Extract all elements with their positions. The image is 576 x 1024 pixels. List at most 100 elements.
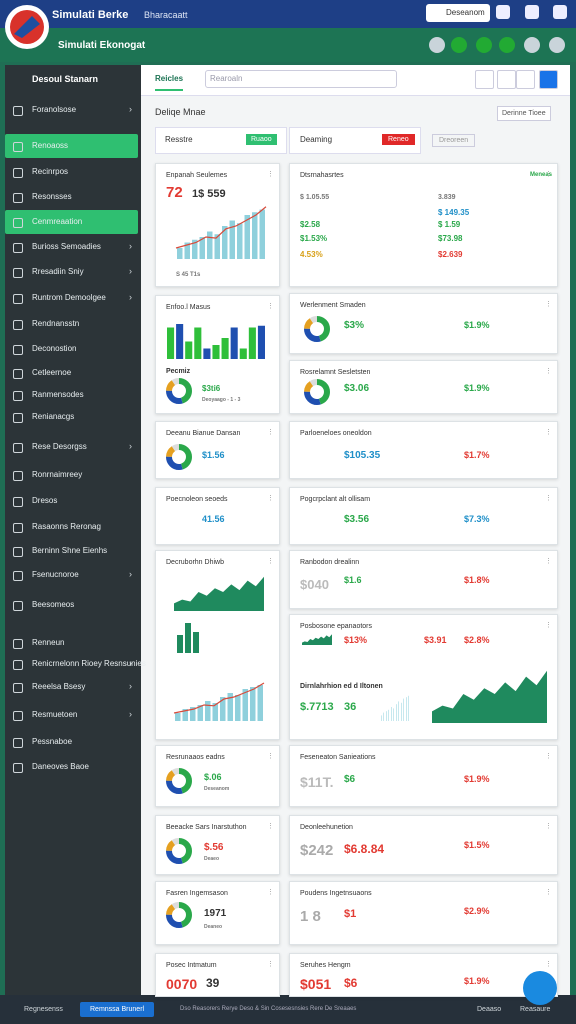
tab[interactable]: Reicles [155, 74, 184, 91]
card-menu[interactable]: ⋮ [545, 558, 552, 565]
sidebar-item[interactable]: Reeelsa Bsesy [32, 682, 86, 691]
icon-button[interactable] [553, 5, 567, 19]
sidebar-item[interactable]: Rendnansstn [32, 319, 80, 328]
filter-button[interactable]: Ruaoo [246, 134, 277, 145]
search-text: Deseanom [446, 8, 485, 17]
card-value: $2.9% [464, 906, 490, 916]
card-value: $3.06 [344, 383, 370, 394]
icon-button[interactable] [549, 37, 565, 53]
icon-button[interactable] [496, 5, 510, 19]
toolbar-button[interactable] [516, 70, 535, 89]
icon-button[interactable] [499, 37, 515, 53]
card-menu[interactable]: ⋮ [267, 558, 274, 565]
filter-button[interactable]: Reneo [382, 134, 415, 145]
sidebar-item[interactable]: Renneun [32, 638, 65, 647]
icon-button[interactable] [525, 5, 539, 19]
card-menu[interactable]: ⋮ [545, 429, 552, 436]
sidebar-item[interactable]: Recinrpos [32, 167, 69, 176]
sidebar-item[interactable]: Beesomeos [32, 600, 75, 609]
card-value: $105.35 [344, 450, 381, 461]
sidebar-item[interactable]: Fsenucnoroe [32, 570, 79, 579]
sidebar-item[interactable]: Cenmreaation [32, 217, 83, 226]
sidebar-icon [13, 413, 23, 423]
card-menu[interactable]: ⋮ [545, 495, 552, 502]
toolbar-button[interactable] [539, 70, 558, 89]
chart-part [304, 379, 330, 405]
card-menu[interactable]: ⋮ [545, 301, 552, 308]
card-title: Dtsrnahasrtes [300, 172, 344, 179]
sidebar-item[interactable]: Deconostion [32, 344, 77, 353]
card-menu[interactable]: ⋮ [545, 753, 552, 760]
chart-part [194, 327, 202, 359]
card-value: 36 [344, 701, 357, 713]
sidebar-item[interactable]: Ranmensodes [32, 390, 84, 399]
footer-link[interactable]: Reasaure [520, 1006, 551, 1013]
chart-part [193, 632, 199, 653]
card-menu[interactable]: ⋮ [545, 171, 552, 178]
card-value: $1.9% [464, 320, 490, 330]
icon-button[interactable] [451, 37, 467, 53]
card-value: $1.5% [464, 840, 490, 850]
toolbar-button[interactable] [475, 70, 494, 89]
card-menu[interactable]: ⋮ [545, 961, 552, 968]
card-menu[interactable]: ⋮ [267, 823, 274, 830]
chart-part [212, 345, 220, 359]
card-menu[interactable]: ⋮ [267, 171, 274, 178]
app-title: Simulati Berke [52, 9, 129, 21]
icon-button[interactable] [429, 37, 445, 53]
sidebar-item[interactable]: Cetleernoe [32, 368, 72, 377]
sidebar-item[interactable]: Resmuetoen [32, 710, 78, 719]
card-menu[interactable]: ⋮ [267, 429, 274, 436]
sidebar-item[interactable]: Burioss Semoadies [32, 242, 101, 251]
sidebar-item[interactable]: Dresos [32, 496, 58, 505]
action-button[interactable]: Derinne Tioee [497, 106, 551, 121]
chart-part [244, 215, 250, 259]
sidebar-item[interactable]: Rresadiin Sniy [32, 267, 84, 276]
card-menu[interactable]: ⋮ [267, 753, 274, 760]
card-menu[interactable]: ⋮ [267, 303, 274, 310]
sidebar-item[interactable]: Rese Desorgss [32, 442, 87, 451]
toolbar-button[interactable] [497, 70, 516, 89]
sidebar-item[interactable]: Berninn Shne Eienhs [32, 546, 108, 555]
icon-button[interactable] [524, 37, 540, 53]
mini-chart [304, 379, 330, 405]
footer-link[interactable]: Deaaso [477, 1006, 502, 1013]
sidebar-item[interactable]: Daneoves Baoe [32, 762, 89, 771]
sidebar-item[interactable]: Renoaoss [32, 141, 69, 150]
card-value: $.56 [204, 842, 224, 853]
card-menu[interactable]: ⋮ [545, 889, 552, 896]
sidebar-item[interactable]: Resonsses [32, 192, 72, 201]
card-menu[interactable]: ⋮ [545, 823, 552, 830]
card-value: 4.53% [300, 250, 323, 259]
sidebar-icon [13, 601, 23, 611]
chevron: › [129, 681, 132, 691]
sidebar-heading: Desoul Stanarn [32, 74, 99, 84]
footer-button[interactable]: Remnssa Brunerl [80, 1002, 155, 1017]
search-box[interactable] [426, 4, 490, 22]
sidebar-item[interactable]: Renicrnelonn Rioey Resnsunies [32, 659, 146, 668]
sidebar-item[interactable]: Foranolsose [32, 105, 77, 114]
mini-chart [166, 902, 192, 928]
card-value: $ 1.05.55 [300, 194, 330, 201]
icon-button[interactable] [476, 37, 492, 53]
chart-part [227, 693, 233, 721]
card-value: $2.58 [300, 220, 321, 229]
sidebar-item[interactable]: Pessnaboe [32, 737, 73, 746]
sidebar-item[interactable]: Renianacgs [32, 412, 75, 421]
sidebar-item[interactable]: Rasaonns Reronag [32, 522, 101, 531]
filter-button[interactable]: Dreoreen [432, 134, 476, 147]
chart-part [192, 239, 198, 259]
sidebar-active[interactable] [5, 134, 138, 158]
sidebar-active[interactable] [5, 210, 138, 234]
card-menu[interactable]: ⋮ [267, 961, 274, 968]
card-menu[interactable]: ⋮ [545, 622, 552, 629]
card-value: $1.9% [464, 976, 490, 986]
sidebar-item[interactable]: Runtrom Demoolgee [32, 293, 106, 302]
card-title: Enpanah Seulemes [166, 172, 228, 179]
card-menu[interactable]: ⋮ [267, 495, 274, 502]
sidebar-item[interactable]: Ronrnaimreey [32, 470, 83, 479]
card-menu[interactable]: ⋮ [545, 368, 552, 375]
search-field[interactable] [205, 70, 397, 88]
fab[interactable] [523, 971, 557, 1005]
card-menu[interactable]: ⋮ [267, 889, 274, 896]
